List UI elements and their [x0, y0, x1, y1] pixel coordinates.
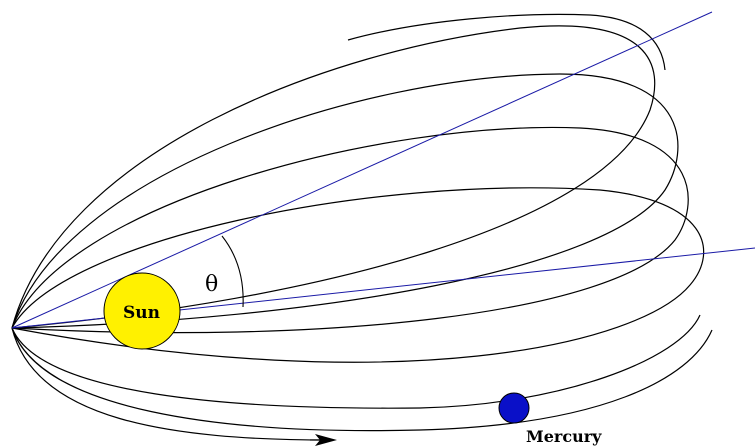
orbit-trailing-arc	[347, 13, 666, 71]
direction-arrow	[310, 434, 337, 446]
mercury-circle	[498, 392, 530, 424]
sun-label: Sun	[123, 303, 160, 323]
apsidal-line-upper	[11, 11, 713, 329]
orbit-lower-3	[11, 327, 331, 441]
orbit-inner	[11, 187, 705, 363]
orbit-second	[11, 73, 679, 329]
orbits	[11, 13, 713, 441]
angle-arc	[221, 235, 244, 308]
orbit-lower-1	[11, 314, 701, 409]
sun-circle	[103, 272, 181, 350]
orbit-third	[11, 126, 689, 334]
theta-label: θ	[205, 272, 218, 297]
orbit-outermost	[11, 25, 656, 329]
mercury-label: Mercury	[526, 427, 602, 446]
orbit-lower-2	[11, 327, 713, 432]
